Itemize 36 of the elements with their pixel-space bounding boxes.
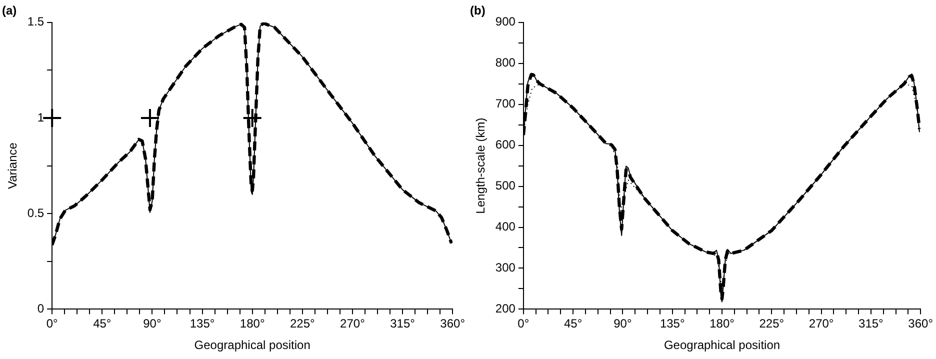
y-tick-label: 800 <box>495 56 516 70</box>
chart-title: (a) <box>2 4 17 18</box>
x-tick-label: 225° <box>759 316 784 331</box>
x-tick-label: 135° <box>190 316 215 331</box>
x-tick-label: 360° <box>908 316 934 331</box>
y-tick-label: 0 <box>37 302 44 316</box>
x-tick-label: 270° <box>808 316 834 331</box>
x-axis-title: Geographical position <box>194 338 310 352</box>
y-tick-label: 700 <box>495 96 516 111</box>
x-tick-label: 90° <box>143 316 162 331</box>
x-tick-label: 0° <box>518 316 530 331</box>
y-tick-label: 300 <box>495 260 516 275</box>
x-tick-label: 225° <box>290 316 316 331</box>
x-axis-title: Geographical position <box>664 338 780 352</box>
y-tick-label: 500 <box>495 178 516 193</box>
y-tick-label: 900 <box>495 14 516 29</box>
x-tick-label: 90° <box>614 316 632 331</box>
y-tick-label: 1 <box>37 110 44 124</box>
x-tick-label: 135° <box>660 316 685 331</box>
chart-title: (b) <box>470 4 486 18</box>
y-tick-label: 1.5 <box>27 14 44 29</box>
y-tick-label: 400 <box>495 220 516 234</box>
x-tick-label: 0° <box>46 316 58 331</box>
y-tick-label: 200 <box>495 302 516 316</box>
x-tick-label: 315° <box>390 316 416 331</box>
x-tick-label: 360° <box>440 316 466 331</box>
x-tick-label: 45° <box>93 316 112 331</box>
x-tick-label: 45° <box>564 316 582 331</box>
x-tick-label: 180° <box>240 316 265 331</box>
y-axis-title: Length-scale (km) <box>474 118 488 214</box>
y-axis-title: Variance <box>6 142 20 190</box>
x-tick-label: 180° <box>710 316 735 331</box>
x-tick-label: 315° <box>858 316 884 331</box>
y-tick-label: 600 <box>495 138 516 152</box>
y-tick-label: 0.5 <box>27 206 44 220</box>
x-tick-label: 270° <box>340 316 366 331</box>
